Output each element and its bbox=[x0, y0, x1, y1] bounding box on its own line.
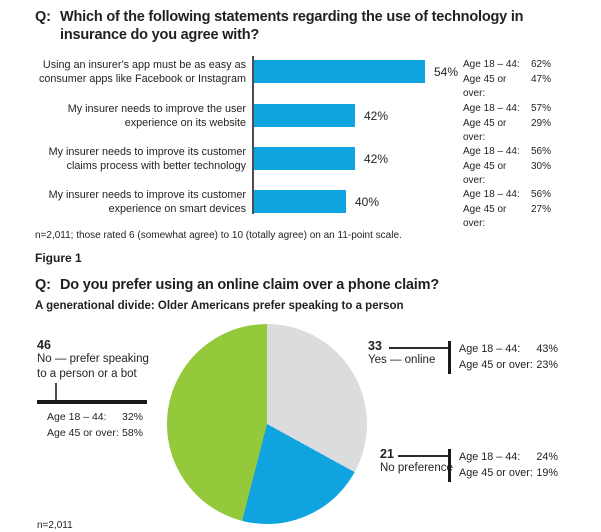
leader-bar bbox=[448, 341, 451, 374]
age-breakdown: Age 18 – 44: 43% Age 45 or over: 23% bbox=[459, 342, 558, 373]
breakdown-label: Age 45 or over: bbox=[459, 466, 533, 479]
pie-annotation-no: 46 No — prefer speaking to a person or a… bbox=[37, 338, 149, 381]
bar-chart-axis bbox=[252, 56, 254, 214]
bar-category-line: My insurer needs to improve its customer bbox=[48, 189, 246, 201]
bar-category-line: consumer apps like Facebook or Instagram bbox=[38, 72, 246, 85]
breakdown-value: 43% bbox=[536, 343, 558, 355]
leader-line bbox=[398, 455, 448, 457]
bar-value: 54% bbox=[434, 64, 459, 79]
breakdown-label: Age 18 – 44: bbox=[47, 411, 107, 423]
figure1-question: Q: Which of the following statements reg… bbox=[35, 8, 560, 44]
figure2-question: Q: Do you prefer using an online claim o… bbox=[35, 276, 560, 294]
breakdown-label: Age 45 or over: bbox=[459, 358, 533, 371]
breakdown-label: Age 45 or over: bbox=[463, 160, 507, 187]
slice-label: No preference bbox=[380, 462, 453, 474]
age-breakdown: Age 18 – 44: 56% Age 45 or over: 30% bbox=[463, 145, 551, 189]
question-text: Do you prefer using an online claim over… bbox=[60, 277, 439, 293]
breakdown-value: 30% bbox=[530, 160, 551, 172]
breakdown-label: Age 18 – 44: bbox=[463, 189, 520, 200]
slice-label: No — prefer speaking to a person or a bo… bbox=[37, 352, 149, 381]
slice-count: 46 bbox=[37, 338, 51, 352]
leader-tick bbox=[55, 383, 57, 401]
bar-row: 54% bbox=[254, 60, 458, 83]
slice-label-line: No — prefer speaking bbox=[37, 353, 149, 365]
bar-category-label: Using an insurer's app must be as easy a… bbox=[39, 59, 246, 87]
breakdown-value: 19% bbox=[536, 466, 558, 479]
bar-value: 42% bbox=[364, 151, 389, 166]
breakdown-value: 57% bbox=[530, 103, 551, 114]
pie-chart bbox=[167, 324, 367, 524]
pie-annotation-yes: 33 Yes — online bbox=[368, 339, 435, 368]
figure1-label: Figure 1 bbox=[35, 251, 82, 265]
breakdown-value: 27% bbox=[530, 203, 551, 215]
bar-category-label: My insurer needs to improve the user exp… bbox=[68, 103, 246, 131]
leader-bar bbox=[448, 449, 451, 482]
bar-fill bbox=[254, 60, 425, 83]
bar-value: 42% bbox=[364, 108, 389, 123]
breakdown-value: 29% bbox=[530, 117, 551, 129]
breakdown-label: Age 18 – 44: bbox=[463, 59, 520, 70]
age-breakdown: Age 18 – 44: 56% Age 45 or over: 27% bbox=[463, 188, 551, 232]
bar-row: 40% bbox=[254, 190, 379, 213]
bar-row: 42% bbox=[254, 104, 388, 127]
figure2-footnote: n=2,011 bbox=[37, 520, 73, 531]
question-prefix: Q: bbox=[35, 9, 51, 25]
bar-category-label: My insurer needs to improve its customer… bbox=[49, 189, 246, 217]
question-prefix: Q: bbox=[35, 277, 51, 293]
breakdown-label: Age 45 or over: bbox=[463, 117, 507, 144]
breakdown-label: Age 18 – 44: bbox=[463, 103, 520, 114]
figure1-footnote: n=2,011; those rated 6 (somewhat agree) … bbox=[35, 230, 402, 241]
breakdown-label: Age 45 or over: bbox=[463, 73, 507, 100]
bar-fill bbox=[254, 104, 355, 127]
age-breakdown: Age 18 – 44: 62% Age 45 or over: 47% bbox=[463, 58, 551, 102]
bar-category-label: My insurer needs to improve its customer… bbox=[49, 146, 246, 174]
bar-row: 42% bbox=[254, 147, 388, 170]
breakdown-value: 47% bbox=[530, 73, 551, 85]
breakdown-label: Age 45 or over: bbox=[463, 203, 507, 230]
bar-value: 40% bbox=[355, 194, 380, 209]
bar-category-line: My insurer needs to improve its customer bbox=[48, 146, 246, 158]
breakdown-value: 56% bbox=[530, 189, 551, 200]
slice-label: Yes — online bbox=[368, 354, 436, 366]
breakdown-label: Age 18 – 44: bbox=[463, 146, 520, 157]
breakdown-value: 62% bbox=[530, 59, 551, 70]
age-breakdown: Age 18 – 44: 32% Age 45 or over: 58% bbox=[47, 410, 143, 441]
bar-fill bbox=[254, 190, 346, 213]
breakdown-value: 23% bbox=[536, 358, 558, 371]
age-breakdown: Age 18 – 44: 57% Age 45 or over: 29% bbox=[463, 102, 551, 146]
breakdown-label: Age 45 or over: bbox=[47, 426, 119, 439]
slice-label-line: to a person or a bot bbox=[37, 367, 137, 380]
age-breakdown: Age 18 – 44: 24% Age 45 or over: 19% bbox=[459, 450, 558, 481]
bar-category-line: experience on its website bbox=[124, 116, 246, 129]
bar-category-line: experience on smart devices bbox=[108, 202, 246, 215]
breakdown-label: Age 18 – 44: bbox=[459, 451, 521, 463]
pie-annotation-nopreference: 21 No preference bbox=[380, 447, 453, 476]
bar-category-line: claims process with better technology bbox=[66, 159, 246, 172]
slice-count: 33 bbox=[368, 339, 382, 353]
breakdown-label: Age 18 – 44: bbox=[459, 343, 521, 355]
question-text: Which of the following statements regard… bbox=[60, 9, 524, 43]
breakdown-value: 24% bbox=[536, 451, 558, 463]
figure2-subtitle: A generational divide: Older Americans p… bbox=[35, 300, 404, 312]
slice-count: 21 bbox=[380, 447, 394, 461]
bar-fill bbox=[254, 147, 355, 170]
leader-line bbox=[389, 347, 448, 349]
breakdown-value: 56% bbox=[530, 146, 551, 157]
bar-category-line: My insurer needs to improve the user bbox=[67, 103, 246, 115]
bar-category-line: Using an insurer's app must be as easy a… bbox=[42, 59, 246, 71]
breakdown-value: 32% bbox=[121, 411, 143, 423]
breakdown-value: 58% bbox=[121, 426, 143, 439]
divider-rule bbox=[37, 400, 147, 404]
